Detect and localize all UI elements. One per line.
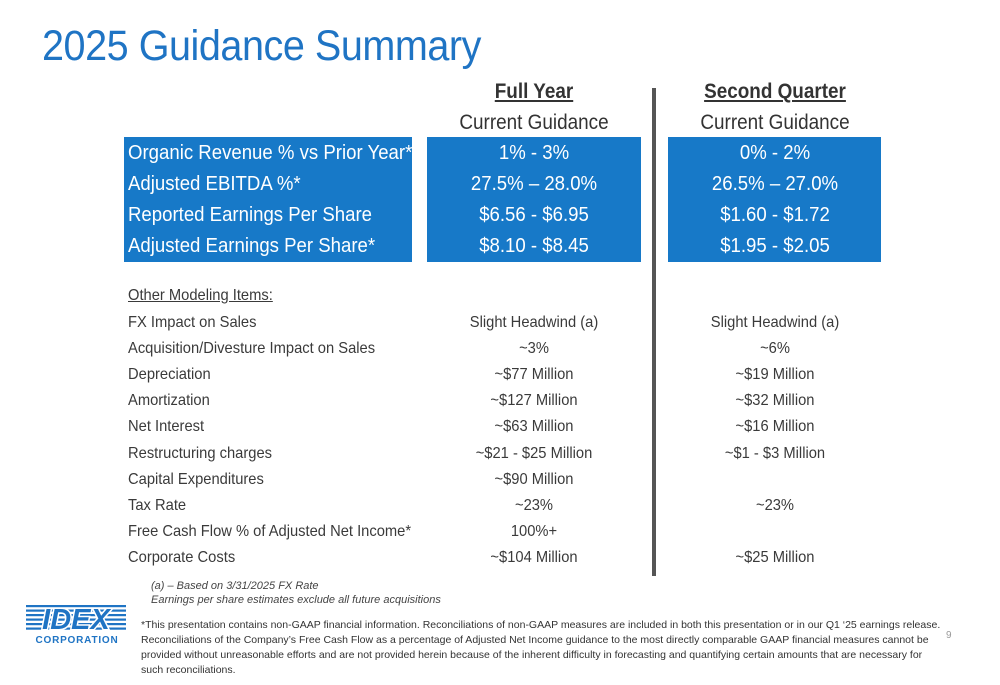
modeling-item-full-year-value: ~$77 Million	[494, 366, 574, 383]
idex-logo-icon: IDEX IDEX CORPORATION	[26, 603, 126, 646]
modeling-item-label: Corporate Costs	[128, 549, 236, 566]
modeling-item-label: Amortization	[128, 392, 210, 409]
key-metric-second-quarter-value: 0% - 2%	[739, 142, 811, 164]
column-divider	[652, 88, 656, 576]
key-metric-label: Organic Revenue % vs Prior Year*	[128, 142, 413, 164]
logo-wordmark: IDEX	[42, 604, 111, 636]
modeling-item-label: FX Impact on Sales	[128, 314, 257, 331]
key-metric-full-year-value: $8.10 - $8.45	[479, 235, 589, 257]
modeling-item-label: Depreciation	[128, 366, 211, 383]
modeling-header: Other Modeling Items:	[128, 287, 273, 304]
key-metric-label: Reported Earnings Per Share	[128, 204, 373, 226]
modeling-item-second-quarter-value: ~$19 Million	[735, 366, 815, 383]
modeling-item-full-year-value: ~$104 Million	[490, 549, 578, 566]
disclaimer: *This presentation contains non-GAAP fin…	[141, 619, 941, 676]
modeling-item-second-quarter-value: ~$1 - $3 Million	[724, 445, 826, 462]
modeling-item-full-year-value: ~3%	[519, 340, 549, 357]
key-metric-label: Adjusted EBITDA %*	[128, 173, 301, 195]
key-metric-full-year-value: $6.56 - $6.95	[479, 204, 589, 226]
modeling-item-second-quarter-value	[677, 519, 874, 545]
key-metric-second-quarter-value: $1.95 - $2.05	[720, 235, 830, 257]
key-metric-label: Adjusted Earnings Per Share*	[128, 235, 376, 257]
second-quarter-subheader: Current Guidance	[700, 111, 850, 134]
footnote-eps: Earnings per share estimates exclude all…	[151, 594, 441, 606]
modeling-item-second-quarter-value: ~$25 Million	[735, 549, 815, 566]
key-metric-full-year-value: 1% - 3%	[498, 142, 570, 164]
key-metric-full-year-value: 27.5% – 28.0%	[470, 173, 598, 195]
modeling-item-second-quarter-value: ~$16 Million	[735, 418, 815, 435]
modeling-item-full-year-value: ~23%	[514, 497, 554, 514]
modeling-item-full-year-value: 100%+	[510, 523, 558, 540]
company-logo: IDEX IDEX CORPORATION	[22, 601, 132, 651]
full-year-subheader: Current Guidance	[459, 111, 609, 134]
modeling-item-second-quarter-value: Slight Headwind (a)	[710, 314, 840, 331]
modeling-item-second-quarter-value: ~6%	[760, 340, 790, 357]
modeling-item-second-quarter-value	[677, 467, 874, 493]
modeling-item-full-year-value: ~$127 Million	[490, 392, 578, 409]
modeling-item-full-year-value: Slight Headwind (a)	[469, 314, 599, 331]
second-quarter-header: Second Quarter	[704, 80, 846, 103]
modeling-item-label: Acquisition/Divesture Impact on Sales	[128, 340, 376, 357]
modeling-item-full-year-value: ~$63 Million	[494, 418, 574, 435]
modeling-item-label: Tax Rate	[128, 497, 187, 514]
page-number: 9	[946, 630, 952, 641]
metrics-label-band	[124, 137, 412, 262]
key-metric-second-quarter-value: $1.60 - $1.72	[720, 204, 830, 226]
modeling-item-full-year-value: ~$90 Million	[494, 471, 574, 488]
key-metric-second-quarter-value: 26.5% – 27.0%	[711, 173, 839, 195]
footnote-fx: (a) – Based on 3/31/2025 FX Rate	[151, 580, 319, 592]
modeling-item-label: Free Cash Flow % of Adjusted Net Income*	[128, 523, 412, 540]
modeling-item-second-quarter-value: ~23%	[755, 497, 795, 514]
modeling-item-label: Net Interest	[128, 418, 205, 435]
modeling-item-full-year-value: ~$21 - $25 Million	[475, 445, 593, 462]
full-year-header: Full Year	[494, 80, 574, 103]
logo-wordmark-outline: IDEX	[42, 604, 111, 636]
logo-subtext: CORPORATION	[35, 635, 118, 646]
modeling-item-label: Capital Expenditures	[128, 471, 264, 488]
full-year-band	[427, 137, 641, 262]
modeling-item-second-quarter-value: ~$32 Million	[735, 392, 815, 409]
second-quarter-band	[668, 137, 881, 262]
page-title: 2025 Guidance Summary	[42, 22, 481, 70]
modeling-item-label: Restructuring charges	[128, 445, 272, 462]
